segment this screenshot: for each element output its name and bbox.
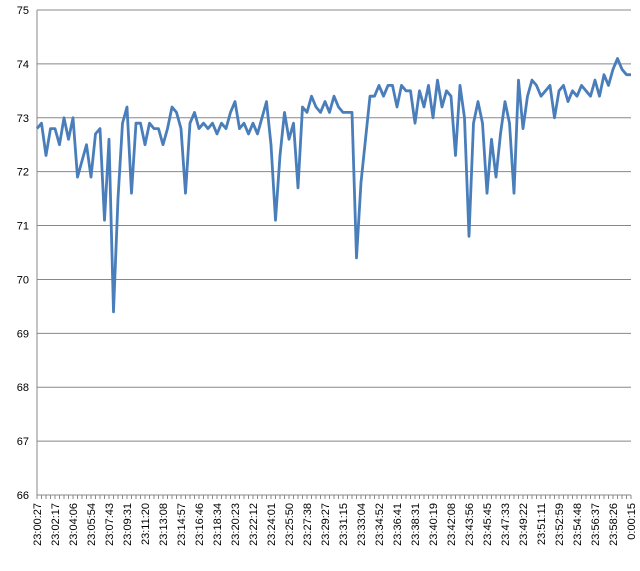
x-tick-label: 23:14:57: [176, 503, 188, 546]
x-tick-label: 23:13:08: [158, 503, 170, 546]
y-tick-label: 69: [17, 328, 29, 340]
x-tick-label: 23:24:01: [266, 503, 278, 546]
x-tick-label: 23:42:08: [446, 503, 458, 546]
x-tick-label: 23:04:06: [68, 503, 80, 546]
x-tick-label: 23:47:33: [500, 503, 512, 546]
y-tick-label: 66: [17, 490, 29, 502]
x-tick-label: 23:58:26: [608, 503, 620, 546]
x-tick-label: 0:00:15: [626, 503, 638, 540]
y-tick-label: 67: [17, 436, 29, 448]
x-tick-label: 23:29:27: [320, 503, 332, 546]
y-tick-label: 75: [17, 5, 29, 17]
y-tick-label: 70: [17, 274, 29, 286]
y-tick-label: 74: [17, 59, 29, 71]
x-tick-label: 23:27:38: [302, 503, 314, 546]
series-line: [35, 57, 631, 314]
x-tick-label: 23:40:19: [428, 503, 440, 546]
x-tick-label: 23:07:43: [104, 503, 116, 546]
x-tick-label: 23:11:20: [140, 503, 152, 545]
x-tick-label: 23:49:22: [518, 503, 530, 546]
x-tick-label: 23:31:15: [338, 503, 350, 546]
y-tick-label: 71: [17, 221, 29, 233]
x-tick-label: 23:02:17: [50, 503, 62, 546]
x-tick-label: 23:43:56: [464, 503, 476, 546]
x-tick-label: 23:36:41: [392, 503, 404, 546]
x-tick-label: 23:56:37: [590, 503, 602, 546]
x-tick-label: 23:16:46: [194, 503, 206, 546]
x-tick-label: 23:45:45: [482, 503, 494, 546]
x-tick-label: 23:52:59: [554, 503, 566, 546]
x-tick-label: 23:33:04: [356, 503, 368, 546]
x-tick-label: 23:22:12: [248, 503, 260, 546]
y-tick-label: 73: [17, 113, 29, 125]
x-tick-label: 23:20:23: [230, 503, 242, 546]
x-tick-label: 23:38:31: [410, 503, 422, 546]
x-tick-label: 23:54:48: [572, 503, 584, 546]
x-tick-label: 23:18:34: [212, 503, 224, 546]
x-tick-label: 23:51:11: [536, 503, 548, 545]
x-tick-label: 23:25:50: [284, 503, 296, 546]
x-tick-label: 23:05:54: [86, 503, 98, 546]
x-tick-label: 23:00:27: [32, 503, 44, 546]
y-tick-label: 68: [17, 382, 29, 394]
x-tick-label: 23:34:52: [374, 503, 386, 546]
x-tick-label: 23:09:31: [122, 503, 134, 546]
y-tick-label: 72: [17, 167, 29, 179]
